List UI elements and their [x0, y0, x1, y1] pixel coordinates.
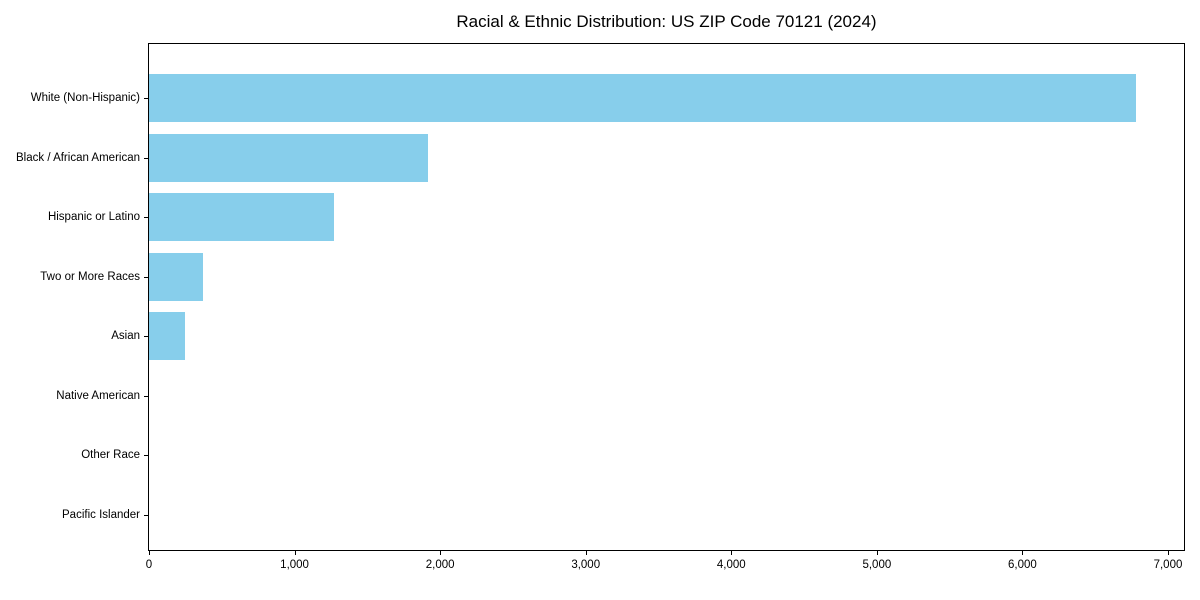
x-tick-label: 6,000: [1008, 559, 1037, 571]
bar: [149, 193, 334, 242]
x-tick-mark: [731, 551, 733, 555]
y-tick-label: Native American: [56, 389, 140, 402]
bar: [149, 133, 429, 182]
y-tick-label: Other Race: [81, 449, 140, 462]
y-tick-mark: [144, 336, 148, 338]
x-tick-mark: [585, 551, 587, 555]
chart-title: Racial & Ethnic Distribution: US ZIP Cod…: [456, 12, 877, 31]
x-tick-mark: [440, 551, 442, 555]
x-tick-label: 2,000: [425, 559, 455, 571]
x-tick-mark: [876, 551, 878, 555]
x-tick-label: 7,000: [1153, 559, 1183, 571]
x-tick-mark: [294, 551, 296, 555]
y-tick-label: Asian: [111, 330, 140, 343]
x-tick-label: 5,000: [862, 559, 892, 571]
y-tick-mark: [144, 98, 148, 99]
x-tick-label: 0: [145, 559, 153, 571]
x-tick-label: 4,000: [716, 559, 746, 571]
y-tick-mark: [144, 217, 148, 219]
bar: [149, 252, 203, 301]
x-tick-mark: [149, 551, 150, 555]
bar: [149, 312, 185, 361]
y-tick-label: White (Non-Hispanic): [30, 92, 140, 104]
y-tick-mark: [144, 455, 148, 457]
y-tick-label: Hispanic or Latino: [47, 211, 140, 224]
y-tick-label: Two or More Races: [40, 270, 140, 283]
x-tick-mark: [1167, 551, 1169, 555]
y-tick-mark: [144, 276, 148, 278]
y-tick-mark: [144, 514, 148, 516]
bar: [149, 74, 1136, 122]
y-tick-label: Pacific Islander: [62, 508, 140, 521]
plot-area: White (Non-Hispanic) Black / African Amer…: [16, 43, 1185, 571]
y-tick-label: Black / African American: [16, 151, 140, 164]
y-tick-mark: [144, 395, 148, 397]
y-tick-mark: [144, 157, 148, 159]
x-tick-label: 1,000: [280, 559, 309, 571]
x-tick-mark: [1022, 551, 1024, 555]
x-tick-label: 3,000: [571, 559, 601, 571]
